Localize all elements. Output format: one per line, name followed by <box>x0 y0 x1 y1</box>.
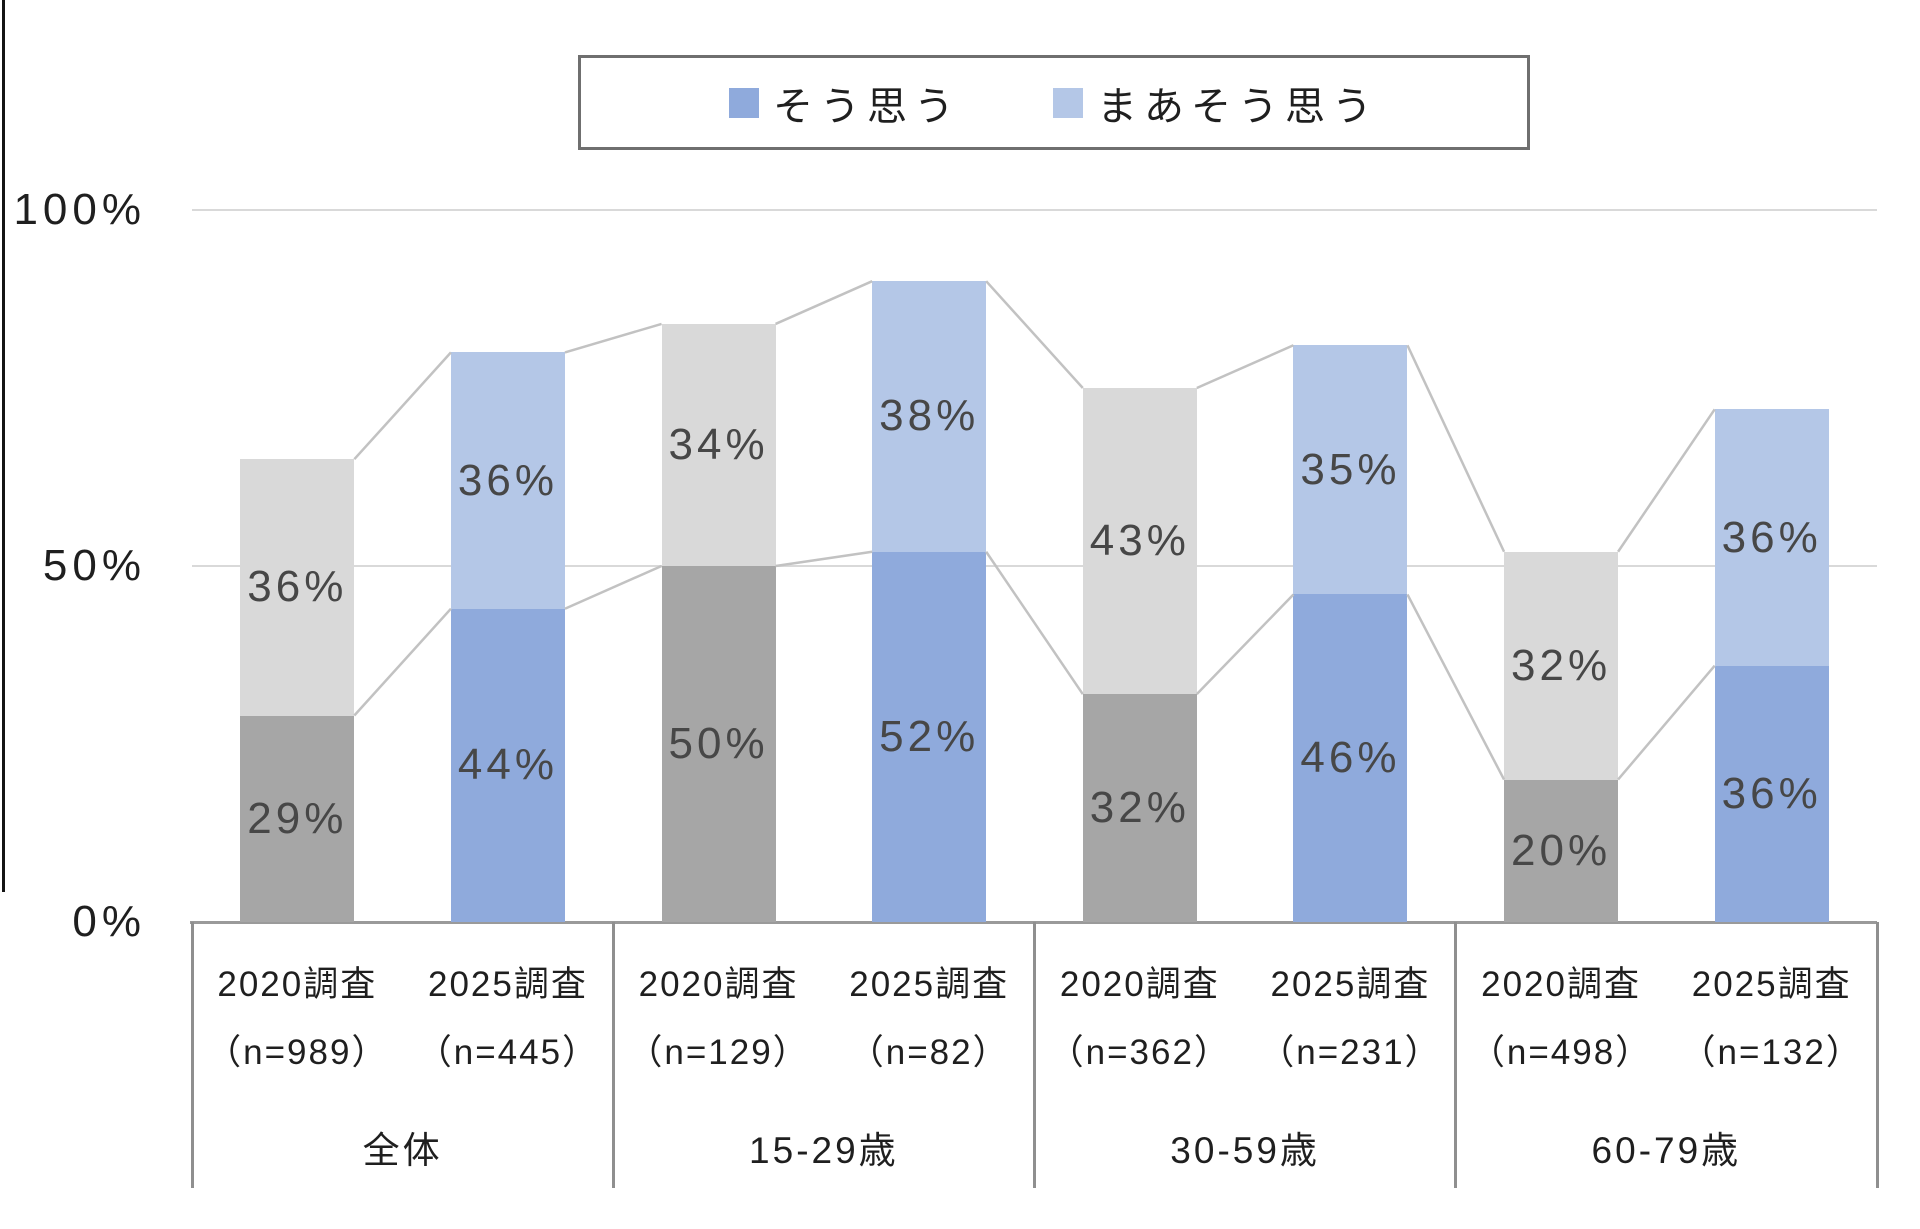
category-n-label: （n=445） <box>416 1033 600 1072</box>
value-label-agree: 20% <box>1511 825 1612 875</box>
category-n-label: （n=498） <box>1469 1033 1653 1072</box>
bar-segment-agree-15-29歳-2025調査 <box>872 551 987 922</box>
value-label-agree: 52% <box>879 711 980 761</box>
category-divider-3 <box>1454 922 1458 1188</box>
connector-total-1 <box>564 322 662 354</box>
value-label-somewhat: 35% <box>1300 444 1401 494</box>
value-label-agree: 29% <box>247 793 348 843</box>
category-survey-label: 2020調査 <box>1481 965 1641 1004</box>
category-n-label: （n=231） <box>1259 1033 1442 1072</box>
value-label-somewhat: 36% <box>247 562 348 612</box>
category-group-label: 30-59歳 <box>1170 1130 1320 1171</box>
bar-segment-agree-全体-2025調査 <box>450 608 565 922</box>
bar-segment-agree-全体-2020調査 <box>240 715 355 922</box>
category-group-label: 全体 <box>362 1130 443 1171</box>
bar-segment-agree-60-79歳-2025調査 <box>1714 665 1829 922</box>
value-label-somewhat: 32% <box>1511 640 1612 690</box>
value-label-somewhat: 34% <box>668 419 769 469</box>
category-n-label: （n=129） <box>627 1033 810 1072</box>
category-n-label: （n=362） <box>1048 1033 1231 1072</box>
category-survey-label: 2025調査 <box>428 965 588 1004</box>
y-axis-tick-100: 100% <box>13 185 146 234</box>
category-group-label: 15-29歳 <box>749 1130 899 1171</box>
legend-swatch-agree-icon <box>729 87 759 118</box>
connector-agree-1 <box>564 564 663 610</box>
connector-total-2 <box>775 280 873 326</box>
category-divider-0 <box>190 922 194 1188</box>
value-label-somewhat: 36% <box>1721 512 1822 562</box>
connector-agree-4 <box>1195 593 1295 696</box>
bar-segment-somewhat-60-79歳-2025調査 <box>1714 409 1829 666</box>
category-divider-1 <box>611 922 615 1188</box>
gridline-100 <box>192 209 1877 211</box>
connector-total-4 <box>1196 344 1294 390</box>
value-label-agree: 44% <box>457 740 558 790</box>
connector-agree-3 <box>985 551 1084 695</box>
category-survey-label: 2020調査 <box>638 965 799 1004</box>
bar-segment-somewhat-15-29歳-2020調査 <box>661 323 776 566</box>
bar-segment-somewhat-15-29歳-2025調査 <box>872 281 987 552</box>
value-label-agree: 50% <box>668 719 769 768</box>
category-divider-2 <box>1033 922 1036 1188</box>
category-n-label: （n=132） <box>1680 1033 1863 1072</box>
legend: そう思う まあそう思う <box>578 55 1530 150</box>
category-n-label: （n=989） <box>206 1033 389 1072</box>
y-axis-tick-0: 0% <box>72 897 146 946</box>
gridline-50 <box>192 565 1877 567</box>
document-border-line <box>2 0 5 892</box>
legend-label-agree: そう思う <box>773 84 961 129</box>
bar-segment-somewhat-30-59歳-2025調査 <box>1293 345 1408 595</box>
bar-segment-agree-30-59歳-2025調査 <box>1293 594 1408 922</box>
connector-total-0 <box>353 351 452 461</box>
bar-segment-somewhat-60-79歳-2020調査 <box>1504 551 1619 780</box>
value-label-agree: 36% <box>1721 768 1822 818</box>
category-survey-label: 2020調査 <box>1059 965 1220 1004</box>
bar-segment-agree-60-79歳-2020調査 <box>1504 779 1619 922</box>
value-label-agree: 32% <box>1089 783 1190 833</box>
connector-agree-2 <box>775 550 873 568</box>
bar-segment-somewhat-全体-2020調査 <box>240 459 355 716</box>
category-group-label: 60-79歳 <box>1591 1130 1742 1171</box>
legend-label-somewhat: まあそう思う <box>1097 84 1379 129</box>
category-survey-label: 2025調査 <box>1691 965 1852 1004</box>
category-survey-label: 2020調査 <box>217 965 378 1004</box>
value-label-somewhat: 43% <box>1089 516 1190 566</box>
category-survey-label: 2025調査 <box>849 965 1010 1004</box>
y-axis-tick-50: 50% <box>42 541 146 590</box>
legend-swatch-somewhat-icon <box>1053 87 1083 118</box>
value-label-somewhat: 38% <box>879 391 980 441</box>
category-n-label: （n=82） <box>848 1033 1010 1072</box>
bar-segment-somewhat-30-59歳-2020調査 <box>1082 388 1197 695</box>
bar-segment-agree-15-29歳-2020調査 <box>661 566 776 922</box>
legend-item-somewhat: まあそう思う <box>1053 74 1379 132</box>
bar-segment-agree-30-59歳-2020調査 <box>1082 694 1197 922</box>
category-divider-4 <box>1875 922 1879 1188</box>
legend-item-agree: そう思う <box>729 74 961 132</box>
value-label-agree: 46% <box>1300 733 1401 783</box>
value-label-somewhat: 36% <box>457 455 558 505</box>
bar-segment-somewhat-全体-2025調査 <box>450 352 565 609</box>
connector-agree-0 <box>353 607 452 717</box>
category-survey-label: 2025調査 <box>1270 965 1431 1004</box>
connector-total-3 <box>985 280 1084 389</box>
